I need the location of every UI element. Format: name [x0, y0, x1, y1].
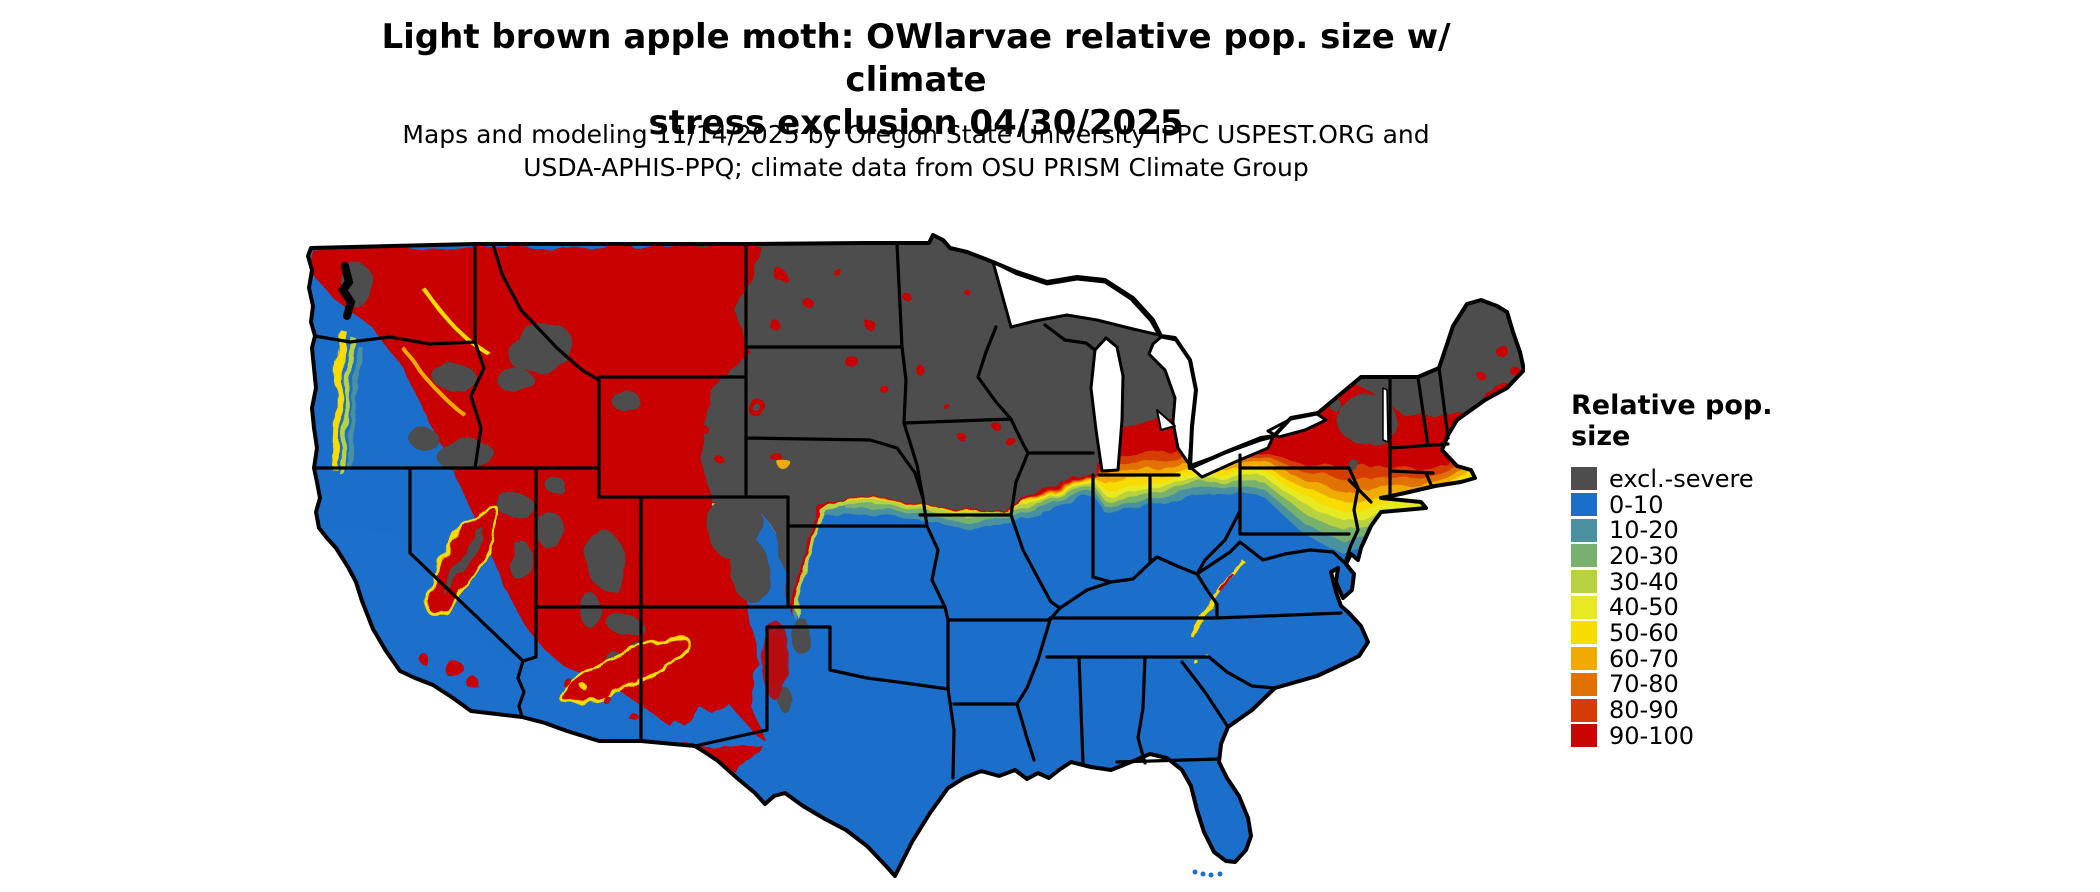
fill-california-blue [319, 522, 533, 717]
subtitle-line2: USDA-APHIS-PPQ; climate data from OSU PR… [523, 153, 1309, 182]
us-outline [306, 233, 1526, 878]
great-lakes [991, 260, 1389, 479]
legend-item: excl.-severe [1571, 466, 1831, 492]
legend-swatch [1571, 647, 1597, 671]
legend-item: 10-20 [1571, 517, 1831, 543]
legend-item: 60-70 [1571, 646, 1831, 672]
legend-label: excl.-severe [1609, 464, 1754, 493]
saginaw-bay [1156, 409, 1176, 431]
legend-swatch [1571, 467, 1597, 491]
lake-champlain [1382, 387, 1389, 443]
page-subtitle: Maps and modeling 11/14/2025 by Oregon S… [306, 118, 1526, 184]
legend-title: Relative pop. size [1571, 390, 1773, 452]
legend-label: 10-20 [1609, 516, 1679, 545]
legend-item: 80-90 [1571, 697, 1831, 723]
page-title: Light brown apple moth: OWlarvae relativ… [306, 16, 1526, 145]
legend-item: 50-60 [1571, 620, 1831, 646]
subtitle-line1: Maps and modeling 11/14/2025 by Oregon S… [402, 120, 1430, 149]
puget-sound [338, 262, 356, 320]
legend-swatch [1571, 595, 1597, 619]
legend-label: 50-60 [1609, 618, 1679, 647]
title-line2: stress exclusion 04/30/2025 [648, 103, 1184, 143]
legend-item: 90-100 [1571, 723, 1831, 749]
fill-accents [332, 269, 1519, 722]
legend-label: 30-40 [1609, 567, 1679, 596]
legend-label: 40-50 [1609, 593, 1679, 622]
florida-keys [1192, 869, 1223, 878]
legend-label: 90-100 [1609, 721, 1695, 750]
legend: Relative pop. size excl.-severe 0-10 10-… [1571, 390, 1831, 749]
legend-item: 40-50 [1571, 594, 1831, 620]
title-line1: Light brown apple moth: OWlarvae relativ… [381, 17, 1451, 100]
legend-item: 0-10 [1571, 492, 1831, 518]
legend-label: 70-80 [1609, 670, 1679, 699]
us-map [305, 230, 1526, 880]
lake-michigan [1089, 336, 1125, 473]
state-borders [312, 242, 1450, 780]
legend-item: 70-80 [1571, 672, 1831, 698]
legend-swatch [1571, 493, 1597, 517]
legend-item: 30-40 [1571, 569, 1831, 595]
legend-swatch [1571, 518, 1597, 542]
legend-swatch [1571, 570, 1597, 594]
legend-label: 20-30 [1609, 541, 1679, 570]
legend-swatch [1571, 621, 1597, 645]
legend-label: 0-10 [1609, 490, 1664, 519]
legend-swatch [1571, 724, 1597, 748]
legend-swatch [1571, 698, 1597, 722]
us-map-svg [306, 233, 1526, 878]
legend-swatch [1571, 544, 1597, 568]
legend-swatch [1571, 672, 1597, 696]
legend-item: 20-30 [1571, 543, 1831, 569]
map-fill-layers [308, 235, 1524, 876]
legend-label: 80-90 [1609, 696, 1679, 725]
legend-label: 60-70 [1609, 644, 1679, 673]
